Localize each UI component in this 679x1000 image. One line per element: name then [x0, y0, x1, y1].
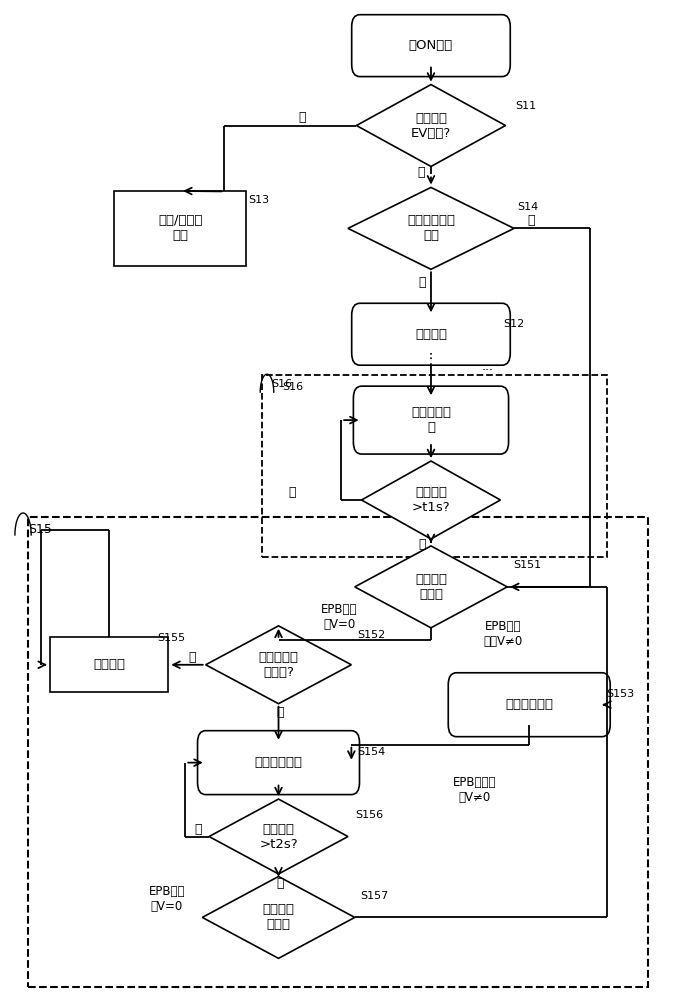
FancyBboxPatch shape: [448, 673, 610, 737]
Text: 关闭/不启动
电机: 关闭/不启动 电机: [158, 214, 202, 242]
FancyBboxPatch shape: [353, 386, 509, 454]
Polygon shape: [348, 187, 514, 269]
Text: EPB不拉
起或V≠0: EPB不拉 起或V≠0: [483, 620, 522, 648]
Text: 驻车及车
速判断: 驻车及车 速判断: [263, 903, 295, 931]
Text: S153: S153: [606, 689, 634, 699]
Text: 否: 否: [195, 823, 202, 836]
Text: 否: 否: [418, 276, 426, 289]
Text: S16: S16: [282, 382, 303, 392]
Text: 整车处于
EV模式?: 整车处于 EV模式?: [411, 112, 451, 140]
Polygon shape: [202, 876, 354, 958]
Text: S152: S152: [357, 630, 386, 640]
FancyBboxPatch shape: [352, 303, 510, 365]
Bar: [114, 191, 246, 266]
Text: 电机运行
>t1s?: 电机运行 >t1s?: [411, 486, 450, 514]
Text: 驻车及车
速判断: 驻车及车 速判断: [415, 573, 447, 601]
Text: S157: S157: [360, 891, 388, 901]
Bar: [50, 637, 168, 692]
Text: EPB不拉起
或V≠0: EPB不拉起 或V≠0: [454, 776, 497, 804]
Text: S13: S13: [248, 195, 269, 205]
FancyBboxPatch shape: [352, 15, 510, 77]
Polygon shape: [206, 626, 351, 704]
Text: 关闭电机: 关闭电机: [93, 658, 125, 671]
Text: 电机持续运
行: 电机持续运 行: [411, 406, 451, 434]
Text: S151: S151: [513, 560, 541, 570]
Text: S15: S15: [28, 523, 52, 536]
Text: ...: ...: [482, 360, 494, 373]
Text: S11: S11: [515, 101, 537, 111]
Text: S154: S154: [357, 747, 386, 757]
Text: 电机是否持续
运行: 电机是否持续 运行: [407, 214, 455, 242]
Text: 电机运行
>t2s?: 电机运行 >t2s?: [259, 823, 298, 851]
Polygon shape: [356, 85, 505, 166]
Bar: [28, 517, 648, 987]
Text: S156: S156: [355, 810, 383, 820]
Polygon shape: [209, 799, 348, 874]
Text: S14: S14: [517, 202, 538, 212]
Text: EPB拉起
且V=0: EPB拉起 且V=0: [321, 603, 358, 631]
Bar: [261, 375, 607, 557]
Text: 电机持续运行: 电机持续运行: [505, 698, 553, 711]
Text: S155: S155: [158, 633, 185, 643]
Text: 否: 否: [299, 111, 306, 124]
Text: 是: 是: [417, 166, 424, 179]
Text: 否: 否: [188, 651, 196, 664]
Text: 电机持续运行: 电机持续运行: [255, 756, 303, 769]
Text: 电机起动: 电机起动: [415, 328, 447, 341]
Text: 是: 是: [527, 214, 534, 227]
Text: S16: S16: [272, 379, 293, 389]
Text: 是: 是: [418, 538, 426, 551]
Polygon shape: [361, 461, 500, 539]
Polygon shape: [354, 546, 507, 628]
Text: EPB拉起
且V=0: EPB拉起 且V=0: [149, 885, 185, 913]
Text: S12: S12: [504, 319, 525, 329]
Text: 是: 是: [276, 706, 284, 719]
Text: 车辆是否已
行驶过?: 车辆是否已 行驶过?: [259, 651, 299, 679]
Text: 上ON档电: 上ON档电: [409, 39, 453, 52]
Text: 是: 是: [276, 877, 284, 890]
FancyBboxPatch shape: [198, 731, 359, 795]
Text: 否: 否: [288, 486, 295, 499]
